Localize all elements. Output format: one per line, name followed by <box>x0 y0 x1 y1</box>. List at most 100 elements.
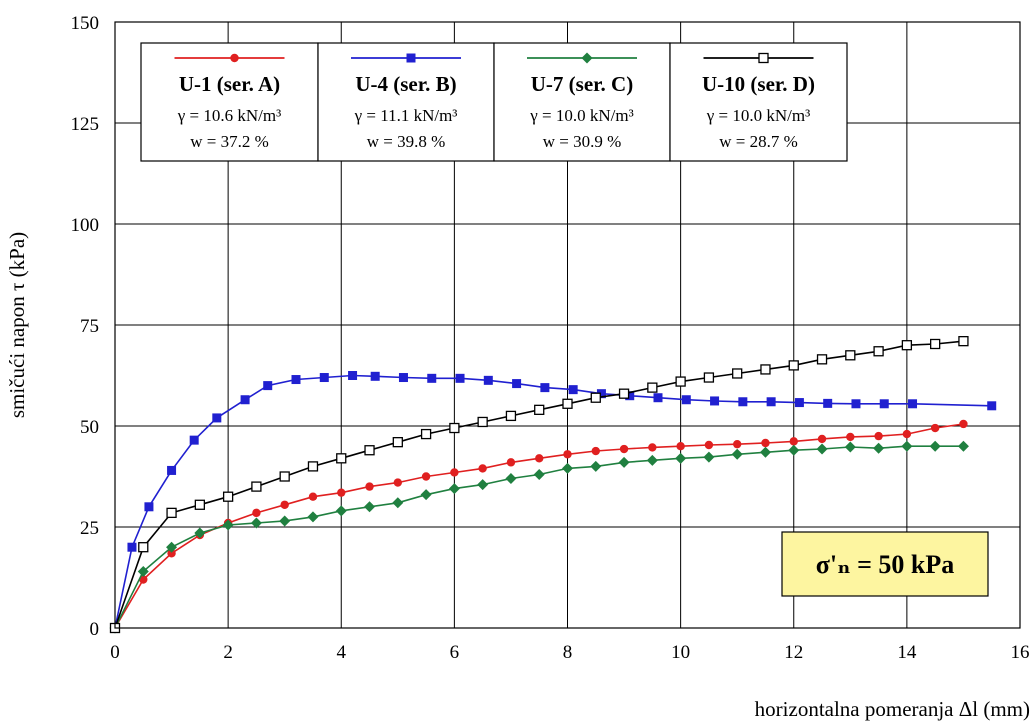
data-point <box>816 354 828 365</box>
legend-swatch-marker <box>230 53 239 63</box>
data-point <box>455 373 465 383</box>
data-point <box>817 434 827 444</box>
data-point <box>618 456 630 468</box>
data-point <box>731 448 743 460</box>
legend-swatch-marker <box>581 52 593 64</box>
data-point <box>929 440 941 452</box>
data-point <box>307 511 319 523</box>
data-point <box>760 364 771 375</box>
data-point <box>845 350 856 361</box>
data-point <box>823 398 833 408</box>
y-tick-label: 25 <box>80 518 99 539</box>
data-point <box>506 458 516 467</box>
data-point <box>540 383 550 393</box>
data-point <box>420 428 432 440</box>
data-point <box>873 442 885 454</box>
data-point <box>647 382 658 393</box>
x-tick-label: 2 <box>223 642 233 663</box>
x-tick-label: 6 <box>450 642 460 663</box>
legend-box <box>140 42 319 162</box>
data-point <box>212 413 222 423</box>
data-point <box>533 468 545 480</box>
legend: U-1 (ser. A) γ = 10.6 kN/m³ w = 37.2 % U-4 … <box>140 42 848 162</box>
data-point <box>189 435 199 445</box>
data-point <box>681 395 691 405</box>
series-3 <box>109 440 969 634</box>
data-point <box>364 501 376 513</box>
data-point <box>144 502 154 512</box>
data-point <box>788 444 800 456</box>
data-point <box>766 397 776 407</box>
data-point <box>851 399 861 409</box>
x-tick-label: 4 <box>337 642 347 663</box>
data-point <box>732 368 743 379</box>
data-point <box>761 438 770 448</box>
x-tick-label: 16 <box>1011 642 1030 663</box>
data-point <box>987 401 997 411</box>
data-point <box>240 395 250 405</box>
data-point <box>844 441 856 453</box>
legend-swatch-marker <box>758 52 769 64</box>
data-point <box>562 462 573 474</box>
data-point <box>194 527 206 539</box>
legend-item-2: U-4 (ser. B) γ = 11.1 kN/m³ w = 39.8 % <box>317 42 495 162</box>
y-tick-label: 125 <box>71 114 100 135</box>
legend-item-4: U-10 (ser. D) γ = 10.0 kN/m³ w = 28.7 % <box>669 42 848 162</box>
data-point <box>250 517 262 529</box>
data-point <box>138 542 149 553</box>
data-point <box>279 515 291 527</box>
y-tick-label: 75 <box>80 316 99 337</box>
data-point <box>646 454 658 466</box>
series-layer <box>109 336 997 634</box>
data-point <box>625 391 635 401</box>
data-point <box>478 464 487 473</box>
legend-series-name: U-1 (ser. A) <box>179 72 280 96</box>
legend-density: γ = 10.0 kN/m³ <box>706 106 810 125</box>
data-point <box>901 340 913 351</box>
data-point <box>166 541 178 553</box>
data-point <box>448 483 460 495</box>
data-point <box>393 478 403 487</box>
legend-series-name: U-4 (ser. B) <box>355 72 456 96</box>
tick-labels: 0 2 4 6 8 10 12 14 16 0 25 50 75 100 125 150 <box>71 13 1030 663</box>
y-tick-label: 0 <box>90 619 100 640</box>
series-1 <box>110 419 968 633</box>
data-point <box>279 471 290 482</box>
data-point <box>619 444 629 454</box>
x-tick-label: 14 <box>897 642 917 663</box>
data-point <box>846 432 855 442</box>
series-4 <box>109 336 969 634</box>
annotation-box: σ'ₙ = 50 kPa <box>781 531 989 597</box>
data-point <box>263 381 273 391</box>
data-point <box>957 440 969 452</box>
data-point <box>137 565 149 577</box>
data-point <box>703 372 715 383</box>
legend-water-content: w = 30.9 % <box>543 132 622 151</box>
legend-box <box>493 42 671 162</box>
data-point <box>738 397 748 407</box>
data-point <box>307 461 319 472</box>
data-point <box>596 389 606 399</box>
data-point <box>337 488 346 497</box>
legend-box <box>317 42 495 162</box>
data-point <box>568 385 578 395</box>
data-point <box>392 437 403 448</box>
data-point <box>449 422 460 434</box>
data-point <box>732 439 742 449</box>
data-point <box>370 371 380 381</box>
data-point <box>505 410 517 422</box>
data-point <box>618 388 630 399</box>
data-point <box>348 371 358 380</box>
data-point <box>653 393 663 403</box>
data-point <box>563 450 572 459</box>
data-point <box>167 465 177 475</box>
data-point <box>675 452 687 464</box>
y-tick-label: 50 <box>80 417 99 438</box>
data-point <box>251 481 262 492</box>
data-point <box>166 507 177 519</box>
data-point <box>477 416 488 428</box>
data-point <box>816 443 828 455</box>
x-tick-label: 10 <box>671 642 690 663</box>
data-point <box>291 375 301 385</box>
